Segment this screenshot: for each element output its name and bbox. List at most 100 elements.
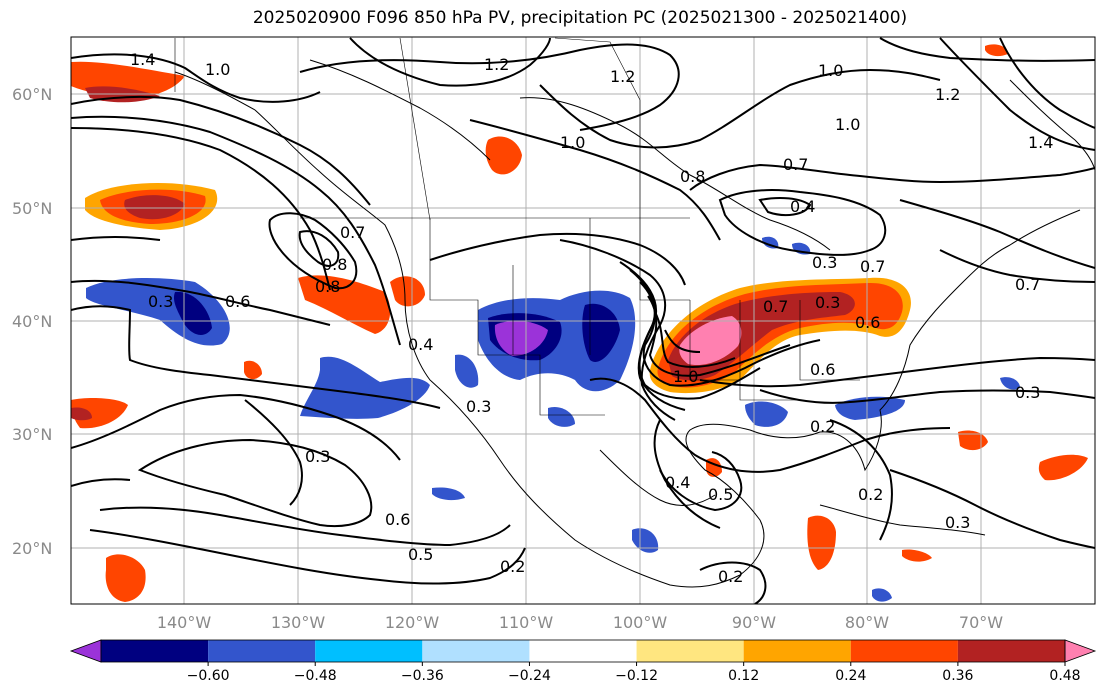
precip-area [390,276,425,307]
colorbar-bin [850,640,958,662]
colorbar-tick-label: −0.48 [294,668,337,684]
map-title: 2025020900 F096 850 hPa PV, precipitatio… [252,8,908,28]
contour-label: 1.0 [818,61,843,80]
contour-label: 0.3 [815,293,840,312]
lon-label: 140°W [157,613,212,632]
colorbar-bin [101,640,209,662]
contour-labels: 1.4 1.0 1.2 1.2 1.0 1.0 1.0 1.2 1.4 0.8 … [130,50,1053,586]
colorbar-bin [529,640,637,662]
precip-area [494,320,548,356]
colorbar-bin [957,640,1065,662]
lat-label: 60°N [12,85,52,104]
colorbar-tick-label: 0.12 [728,668,759,684]
colorbar-extend-low [69,639,102,663]
pv-contours [71,37,1095,604]
contour-label: 0.3 [148,292,173,311]
contour-label: 0.8 [315,277,340,296]
colorbar-bin [208,640,316,662]
contour-label: 0.2 [500,557,525,576]
contour-label: 0.4 [408,335,433,354]
colorbar-tick-label: −0.60 [187,668,230,684]
colorbar-tick-label: −0.24 [508,668,551,684]
precip-area [124,195,185,220]
precip-area [745,401,788,427]
precip-area [548,406,575,427]
lat-label: 40°N [12,312,52,331]
precip-area [807,515,836,570]
colorbar-bin [315,640,423,662]
lon-label: 70°W [959,613,1003,632]
colorbar-bin [422,640,530,662]
precip-area [298,275,391,334]
contour-label: 1.0 [205,60,230,79]
coastlines [174,59,1095,588]
colorbar: −0.60 −0.48 −0.36 −0.24 −0.12 0.12 0.24 0.36 0.4… [69,639,1097,684]
lon-label: 120°W [385,613,440,632]
contour-label: 0.7 [783,155,808,174]
contour-label: 0.3 [1015,383,1040,402]
precip-area [872,588,892,602]
contour-label: 0.3 [945,513,970,532]
precip-area [105,554,146,602]
contour-label: 1.2 [610,67,635,86]
colorbar-extend-high [1064,639,1097,663]
contour-label: 1.2 [484,55,509,74]
contour-label: 0.2 [858,485,883,504]
lon-label: 90°W [732,613,776,632]
contour-label: 0.5 [708,485,733,504]
precip-area [244,360,262,380]
lon-label: 80°W [845,613,889,632]
latitude-labels: 60°N 50°N 40°N 30°N 20°N [12,85,52,558]
lon-label: 130°W [271,613,326,632]
contour-label: 0.7 [1015,275,1040,294]
contour-label: 0.6 [225,292,250,311]
contour-label: 0.5 [408,545,433,564]
lon-label: 100°W [613,613,668,632]
contour-label: 0.6 [855,313,880,332]
contour-label: 0.7 [340,223,365,242]
precip-area [300,356,430,419]
contour-label: 0.7 [763,297,788,316]
contour-label: 0.6 [385,510,410,529]
contour-label: 1.0 [673,367,698,386]
contour-label: 0.8 [322,255,347,274]
contour-label: 1.0 [835,115,860,134]
lat-label: 30°N [12,425,52,444]
graticule [71,37,1095,604]
contour-label: 0.6 [810,360,835,379]
precip-area [1038,454,1088,481]
colorbar-bin [636,640,744,662]
contour-label: 0.3 [812,253,837,272]
precip-area [902,549,932,562]
longitude-labels: 140°W 130°W 120°W 110°W 100°W 90°W 80°W … [157,613,1003,632]
contour-label: 0.8 [680,167,705,186]
contour-label: 0.3 [305,447,330,466]
contour-label: 0.4 [790,197,815,216]
colorbar-tick-label: −0.12 [615,668,658,684]
colorbar-tick-label: 0.24 [835,668,866,684]
lon-label: 110°W [499,613,554,632]
precip-area [582,303,620,362]
precip-area [432,487,465,501]
precip-area [985,44,1008,57]
colorbar-tick-label: 0.36 [942,668,973,684]
colorbar-bin [743,640,851,662]
contour-label: 0.4 [665,473,690,492]
contour-label: 1.4 [1028,133,1053,152]
contour-label: 0.2 [718,567,743,586]
contour-label: 0.2 [810,417,835,436]
map-frame [70,36,1096,605]
precip-area [455,354,479,388]
precip-area [485,136,522,175]
precip-area [632,528,659,553]
precip-area [1000,377,1020,390]
colorbar-tick-label: 0.48 [1049,668,1080,684]
lat-label: 50°N [12,199,52,218]
lat-label: 20°N [12,539,52,558]
precip-area [71,397,128,429]
colorbar-tick-label: −0.36 [401,668,444,684]
contour-label: 1.2 [935,85,960,104]
contour-label: 0.7 [860,257,885,276]
precip-shading [71,44,1088,602]
